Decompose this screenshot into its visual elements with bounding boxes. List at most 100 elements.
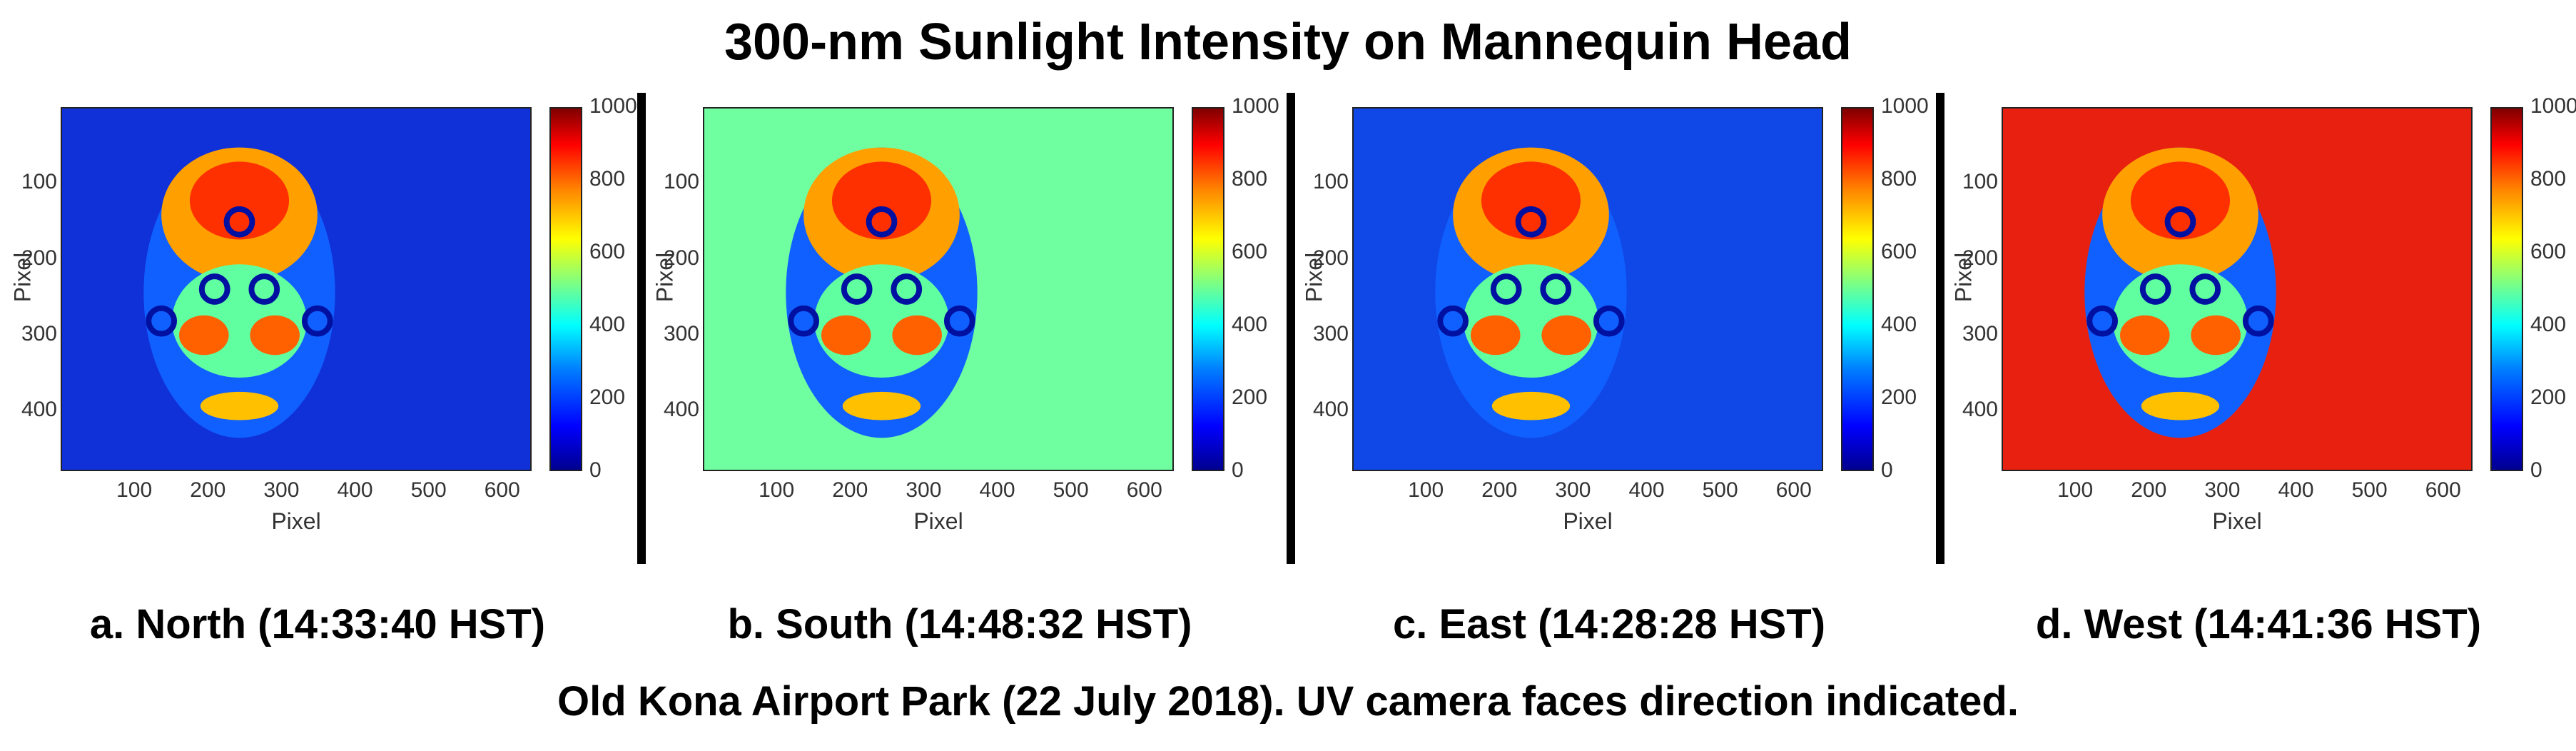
colorbar-tick-label: 800 [1232,167,1268,191]
y-tick-label: 300 [663,321,699,346]
x-tick-label: 500 [410,478,447,502]
colorbar-tick-label: 0 [589,458,602,482]
y-tick-label: 200 [1312,246,1349,270]
figure-footer: Old Kona Airport Park (22 July 2018). UV… [557,678,2019,725]
chin-region [2141,391,2220,420]
cheek-right [892,315,942,356]
y-tick-label: 100 [21,170,57,194]
colorbar-tick-label: 1000 [589,94,637,118]
heatmap-panel: Pixel 100 200 300 400 100 200 300 400 500 600 Pixel… [1292,93,1929,593]
x-axis-label: Pixel [271,508,321,534]
colorbar-tick-label: 400 [1232,313,1268,336]
colorbar-tick-label: 1000 [1232,94,1279,118]
sensor-ring [788,305,820,337]
sensor-ring [146,305,178,337]
colorbar-tick-label: 400 [1881,313,1917,336]
y-tick-label: 100 [1962,170,1998,194]
cheek-right [1541,315,1591,356]
x-tick-label: 400 [979,478,1015,502]
chin-region [1491,391,1571,420]
heatmap-image [62,109,530,470]
colorbar-tick-label: 800 [1881,167,1917,191]
y-tick-label: 400 [1312,398,1349,421]
x-tick-label: 600 [484,478,520,502]
colorbar-tick-label: 0 [2530,458,2542,482]
x-tick-label: 200 [1481,478,1518,502]
sensor-ring [301,305,333,337]
panel-divider [637,93,646,564]
x-tick-label: 300 [906,478,942,502]
colorbar-tick-label: 600 [1881,240,1917,263]
panel-caption: c. East (14:28:28 HST) [1392,601,1826,647]
y-tick-label: 300 [21,321,57,346]
y-tick-label: 200 [1962,246,1998,270]
x-tick-label: 100 [116,478,153,502]
x-tick-label: 500 [1702,478,1738,502]
heatmap-panel: Pixel 100 200 300 400 100 200 300 400 500 600 Pixel… [0,93,637,593]
sensor-ring [2139,273,2171,305]
sensor-ring [198,273,230,305]
x-tick-label: 500 [2351,478,2388,502]
colorbar-tick-label: 0 [1881,458,1893,482]
sensor-ring [891,273,923,305]
y-tick-label: 100 [1312,170,1349,194]
sensor-ring [2164,206,2196,238]
chin-region [842,391,921,420]
panel-caption: b. South (14:48:32 HST) [727,601,1192,647]
cheek-left [1471,315,1521,356]
colorbar [1192,107,1224,471]
figure-title: 300-nm Sunlight Intensity on Mannequin H… [724,14,1852,71]
y-tick-label: 300 [1312,321,1349,346]
y-tick-label: 400 [1962,398,1998,421]
x-tick-label: 200 [190,478,226,502]
cheek-left [821,315,871,356]
colorbar [549,107,582,471]
colorbar-tick-label: 1000 [1881,94,1929,118]
colorbar-tick-label: 200 [1881,385,1917,409]
heatmap-plot [703,107,1174,471]
heatmap-panel: Pixel 100 200 300 400 100 200 300 400 500 600 Pixel… [642,93,1279,593]
x-axis-label: Pixel [2212,508,2262,534]
cheek-left [2120,315,2170,356]
panel-caption: a. North (14:33:40 HST) [89,601,546,647]
sensor-ring [2189,273,2221,305]
sensor-ring [1593,305,1625,337]
forehead-hotspot [2130,161,2231,240]
x-tick-label: 100 [2057,478,2094,502]
colorbar [1841,107,1874,471]
heatmap-plot [2002,107,2473,471]
colorbar-tick-label: 600 [2530,240,2567,263]
x-tick-label: 400 [1628,478,1665,502]
sensor-ring [2086,305,2119,337]
sensor-ring [2242,305,2274,337]
sensor-ring [248,273,280,305]
forehead-hotspot [189,161,290,240]
y-tick-label: 400 [21,398,57,421]
chin-region [200,391,279,420]
x-tick-label: 300 [263,478,300,502]
y-tick-label: 100 [663,170,699,194]
colorbar-tick-label: 200 [2530,385,2567,409]
x-axis-label: Pixel [913,508,963,534]
colorbar-tick-label: 1000 [2530,94,2576,118]
sensor-ring [223,206,255,238]
x-tick-label: 500 [1053,478,1089,502]
heatmap-panel: Pixel 100 200 300 400 100 200 300 400 500 600 Pixel… [1941,93,2576,593]
x-axis-label: Pixel [1563,508,1613,534]
heatmap-image [1354,109,1822,470]
x-tick-label: 400 [2278,478,2314,502]
x-tick-label: 600 [2425,478,2461,502]
heatmap-plot [61,107,532,471]
sensor-ring [1540,273,1572,305]
forehead-hotspot [1481,161,1581,240]
x-tick-label: 300 [1555,478,1591,502]
x-tick-label: 600 [1126,478,1162,502]
y-tick-label: 300 [1962,321,1998,346]
cheek-right [250,315,300,356]
y-tick-label: 400 [663,398,699,421]
colorbar-tick-label: 600 [589,240,626,263]
x-tick-label: 400 [337,478,373,502]
colorbar-tick-label: 400 [589,313,626,336]
x-tick-label: 100 [1408,478,1444,502]
colorbar-tick-label: 0 [1232,458,1244,482]
